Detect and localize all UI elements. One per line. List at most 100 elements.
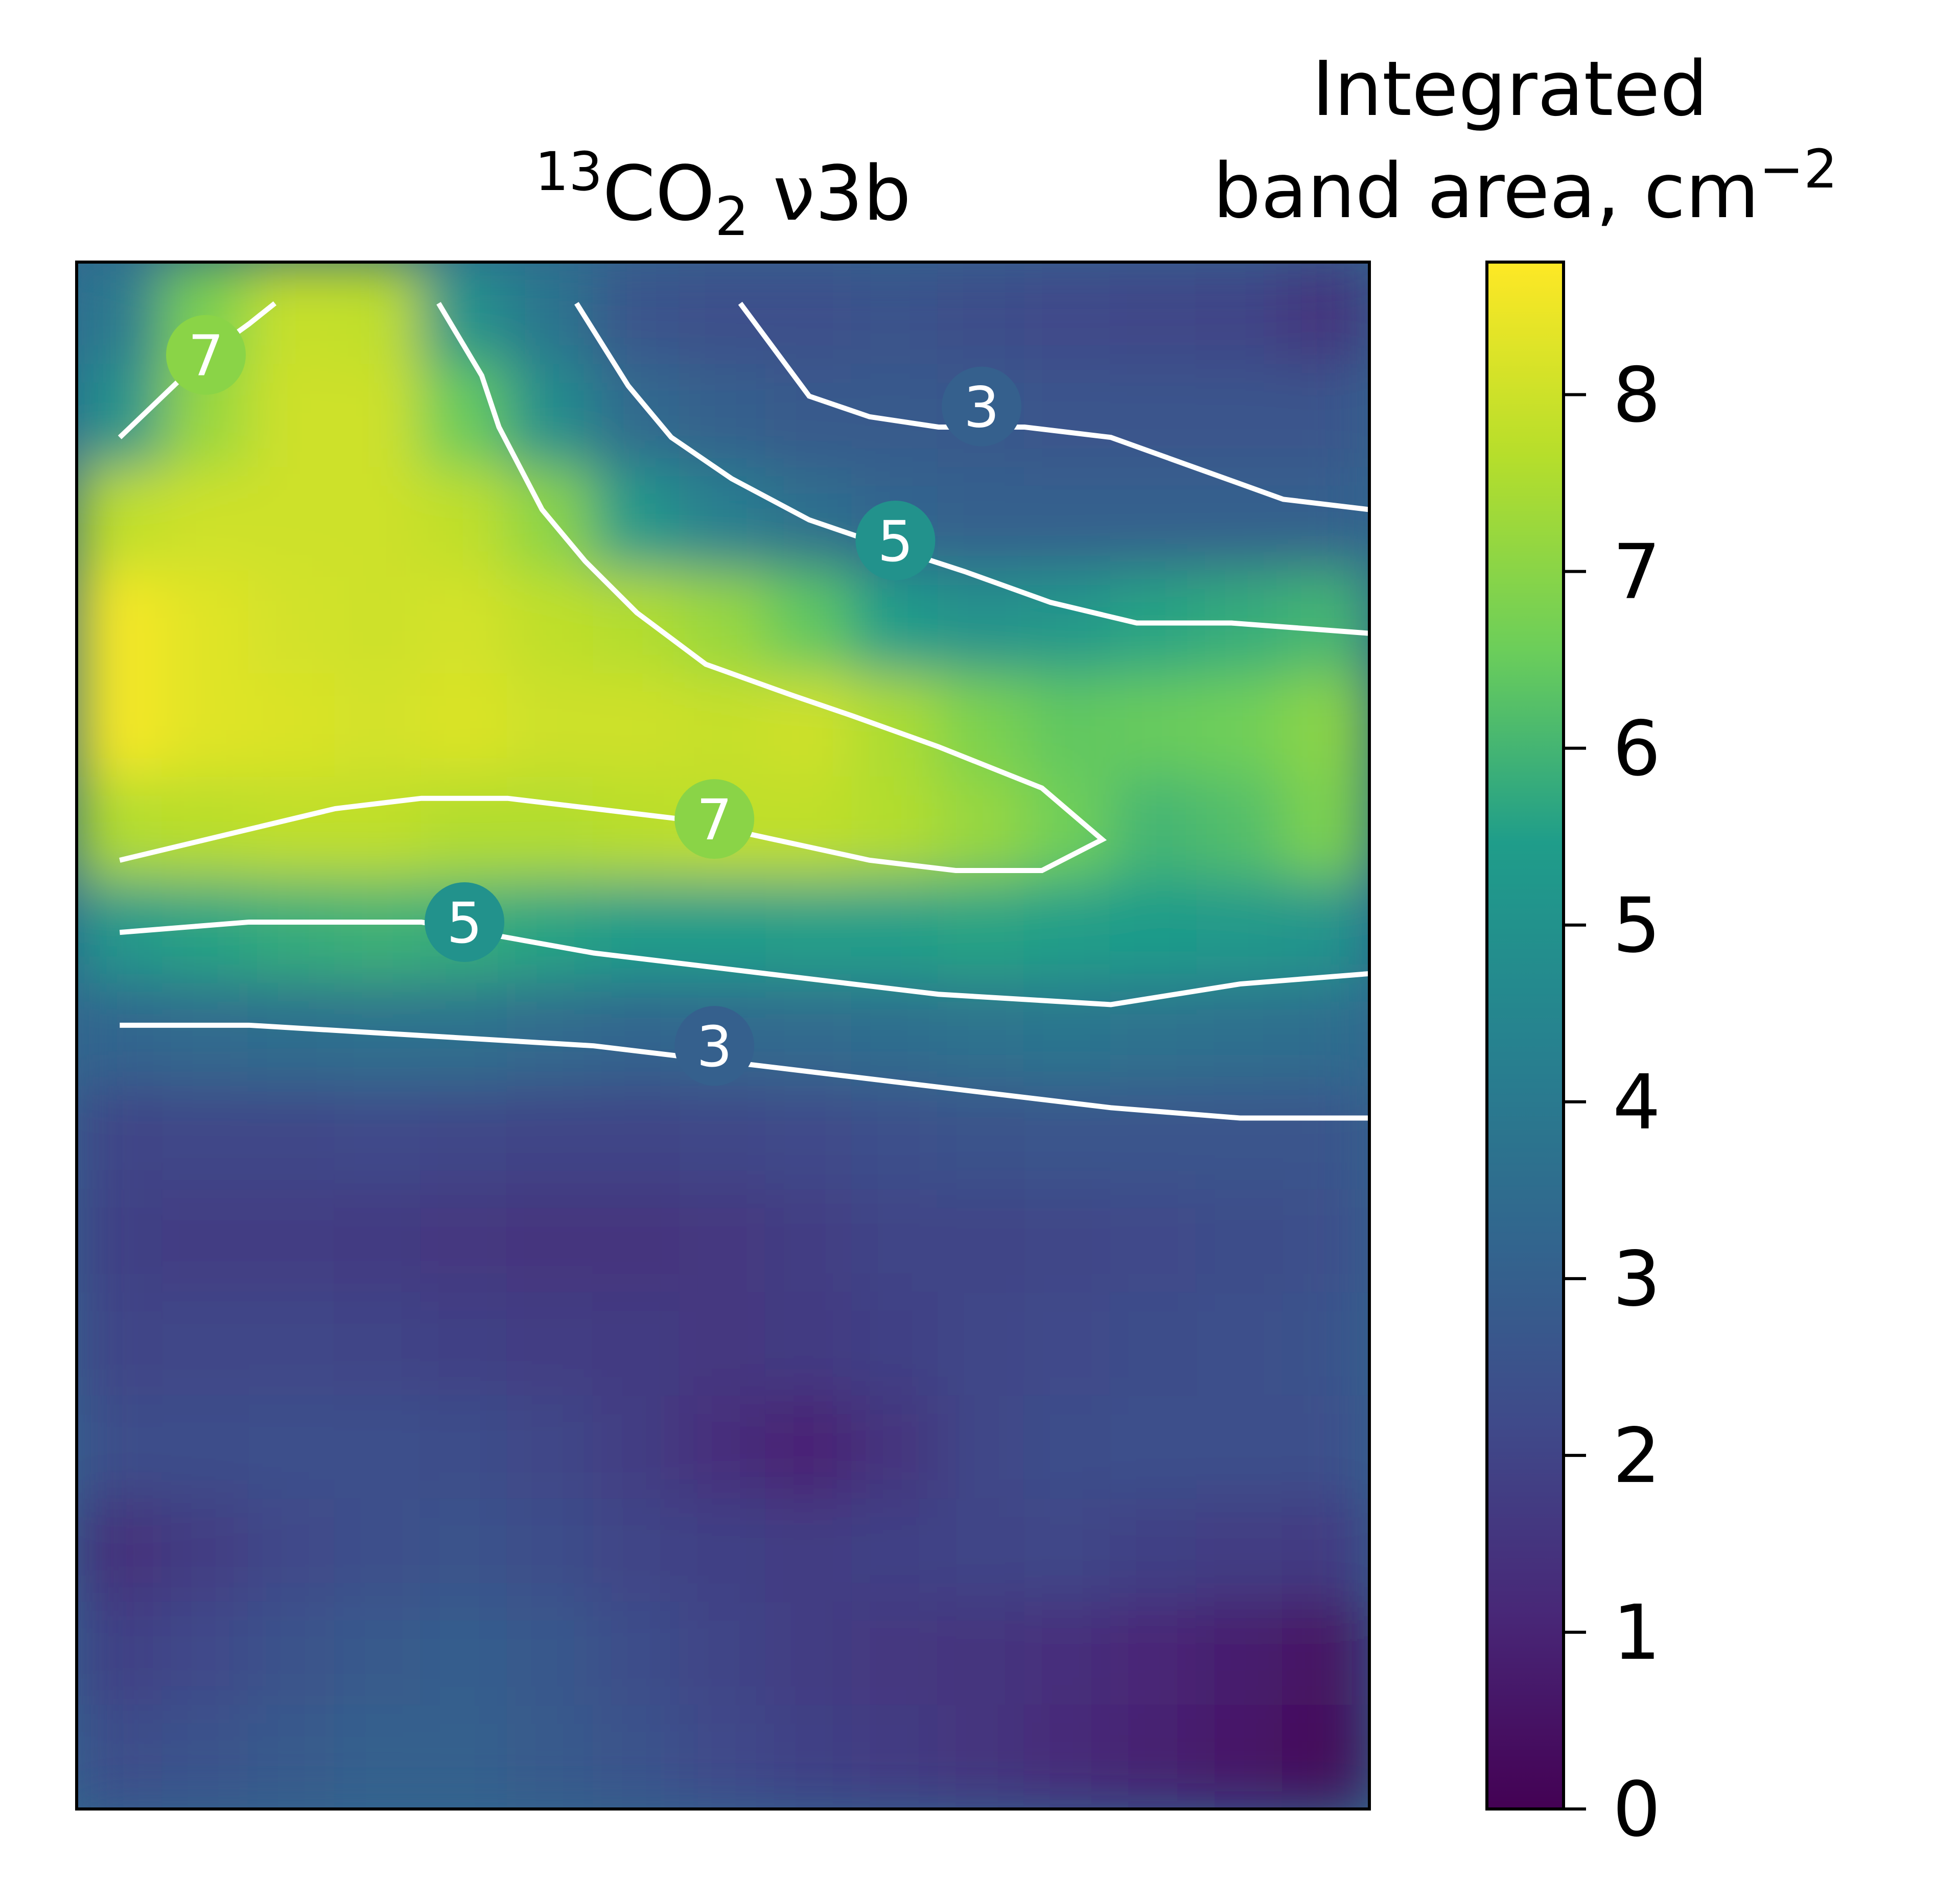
heatmap-cell (1196, 1292, 1285, 1398)
colorbar-tick-label: 7 (1613, 528, 1661, 616)
heatmap-cell (248, 1602, 336, 1707)
heatmap-cell (937, 880, 1026, 985)
heatmap-cell (248, 467, 336, 573)
heatmap-cell (679, 467, 767, 573)
contour-line (119, 302, 1107, 874)
heatmap-cell (420, 1602, 509, 1707)
heatmap-cell (77, 1705, 164, 1809)
heatmap-cell (1282, 364, 1369, 469)
heatmap-cell (77, 983, 164, 1088)
heatmap-cell (506, 673, 595, 779)
heatmap-cell (1196, 1395, 1285, 1501)
heatmap-cell (1110, 262, 1198, 366)
heatmap-cell (334, 1602, 423, 1707)
heatmap-cell (851, 1705, 940, 1809)
colorbar-tick-label: 5 (1613, 882, 1661, 970)
heatmap-cell (1110, 467, 1198, 573)
colorbar-tick-label: 3 (1613, 1235, 1661, 1323)
heatmap-cell (1196, 262, 1285, 366)
heatmap-cell (161, 570, 250, 676)
heatmap-cell (161, 467, 250, 573)
heatmap-cell (506, 1086, 595, 1191)
heatmap-cell (1282, 880, 1369, 985)
heatmap-cell (1110, 1498, 1198, 1604)
heatmap-cell (679, 1395, 767, 1501)
heatmap-cell (334, 1705, 423, 1809)
heatmap-cell (420, 1189, 509, 1295)
colorbar-tick-label: 2 (1613, 1412, 1661, 1500)
heatmap-cell (334, 1292, 423, 1398)
heatmap-cell (1110, 1705, 1198, 1809)
heatmap-cell (506, 983, 595, 1088)
heatmap-cell (1110, 1602, 1198, 1707)
heatmap-cell (334, 1395, 423, 1501)
heatmap-cell (77, 467, 164, 573)
heatmap-cell (937, 1292, 1026, 1398)
heatmap-cell (593, 983, 681, 1088)
heatmap-cell (1023, 777, 1112, 882)
heatmap-cell (593, 1498, 681, 1604)
heatmap-cell (248, 880, 336, 985)
heatmap-cell (851, 262, 940, 366)
heatmap-cell (1023, 1189, 1112, 1295)
heatmap-cell (420, 1498, 509, 1604)
colorbar-label-line1: Integrated (1312, 45, 1708, 133)
heatmap-cell (679, 1189, 767, 1295)
heatmap-cell (593, 1602, 681, 1707)
colorbar-tick-label: 1 (1613, 1589, 1661, 1677)
heatmap-cell (1196, 1086, 1285, 1191)
heatmap-cell (851, 673, 940, 779)
heatmap-cell (77, 777, 164, 882)
heatmap-cell (334, 673, 423, 779)
heatmap-cell (1110, 1086, 1198, 1191)
heatmap-cell (765, 364, 853, 469)
heatmap-cell (248, 673, 336, 779)
heatmap-cell (1282, 1395, 1369, 1501)
heatmap-cell (506, 1189, 595, 1295)
heatmap-cell (420, 1086, 509, 1191)
heatmap-cell (334, 364, 423, 469)
heatmap-cell (679, 1498, 767, 1604)
heatmap-cell (1196, 1705, 1285, 1809)
heatmap-cell (1282, 1086, 1369, 1191)
heatmap-cell (1282, 570, 1369, 676)
heatmap-cell (765, 1705, 853, 1809)
heatmap-cell (77, 1602, 164, 1707)
heatmap-cell (77, 1395, 164, 1501)
heatmap-cell (248, 777, 336, 882)
heatmap-cell (1023, 262, 1112, 366)
heatmap-cell (593, 673, 681, 779)
contour-label: 3 (696, 1014, 732, 1079)
contour-line (120, 1022, 1369, 1121)
contour-label-gap (674, 779, 755, 859)
heatmap-cell (1023, 1498, 1112, 1604)
heatmap-cell (593, 777, 681, 882)
heatmap-cell (248, 1086, 336, 1191)
heatmap-cell (248, 1189, 336, 1295)
heatmap-cell (1282, 1189, 1369, 1295)
heatmap-cell (593, 364, 681, 469)
heatmap-cell (1282, 777, 1369, 882)
heatmap-cell (765, 777, 853, 882)
heatmap-cell (248, 1498, 336, 1604)
heatmap-cell (679, 570, 767, 676)
heatmap-cell (506, 364, 595, 469)
heatmap-cell (161, 1292, 250, 1398)
heatmap-cell (851, 1498, 940, 1604)
colorbar-tick-label: 4 (1613, 1059, 1661, 1146)
colorbar-label-superscript: −2 (1759, 138, 1837, 200)
heatmap-cell (506, 880, 595, 985)
heatmap-cell (1282, 1602, 1369, 1707)
contour-line (738, 301, 1369, 512)
heatmap-cell (765, 570, 853, 676)
colorbar (1485, 261, 1565, 1811)
heatmap-cell (420, 777, 509, 882)
heatmap-cell (420, 467, 509, 573)
heatmap-cell (937, 262, 1026, 366)
heatmap-cell (679, 1602, 767, 1707)
colorbar-label-line2: band area, cm−2 (1213, 138, 1837, 235)
heatmap-cell (1023, 673, 1112, 779)
heatmap-cell (334, 1086, 423, 1191)
heatmap-cell (765, 880, 853, 985)
